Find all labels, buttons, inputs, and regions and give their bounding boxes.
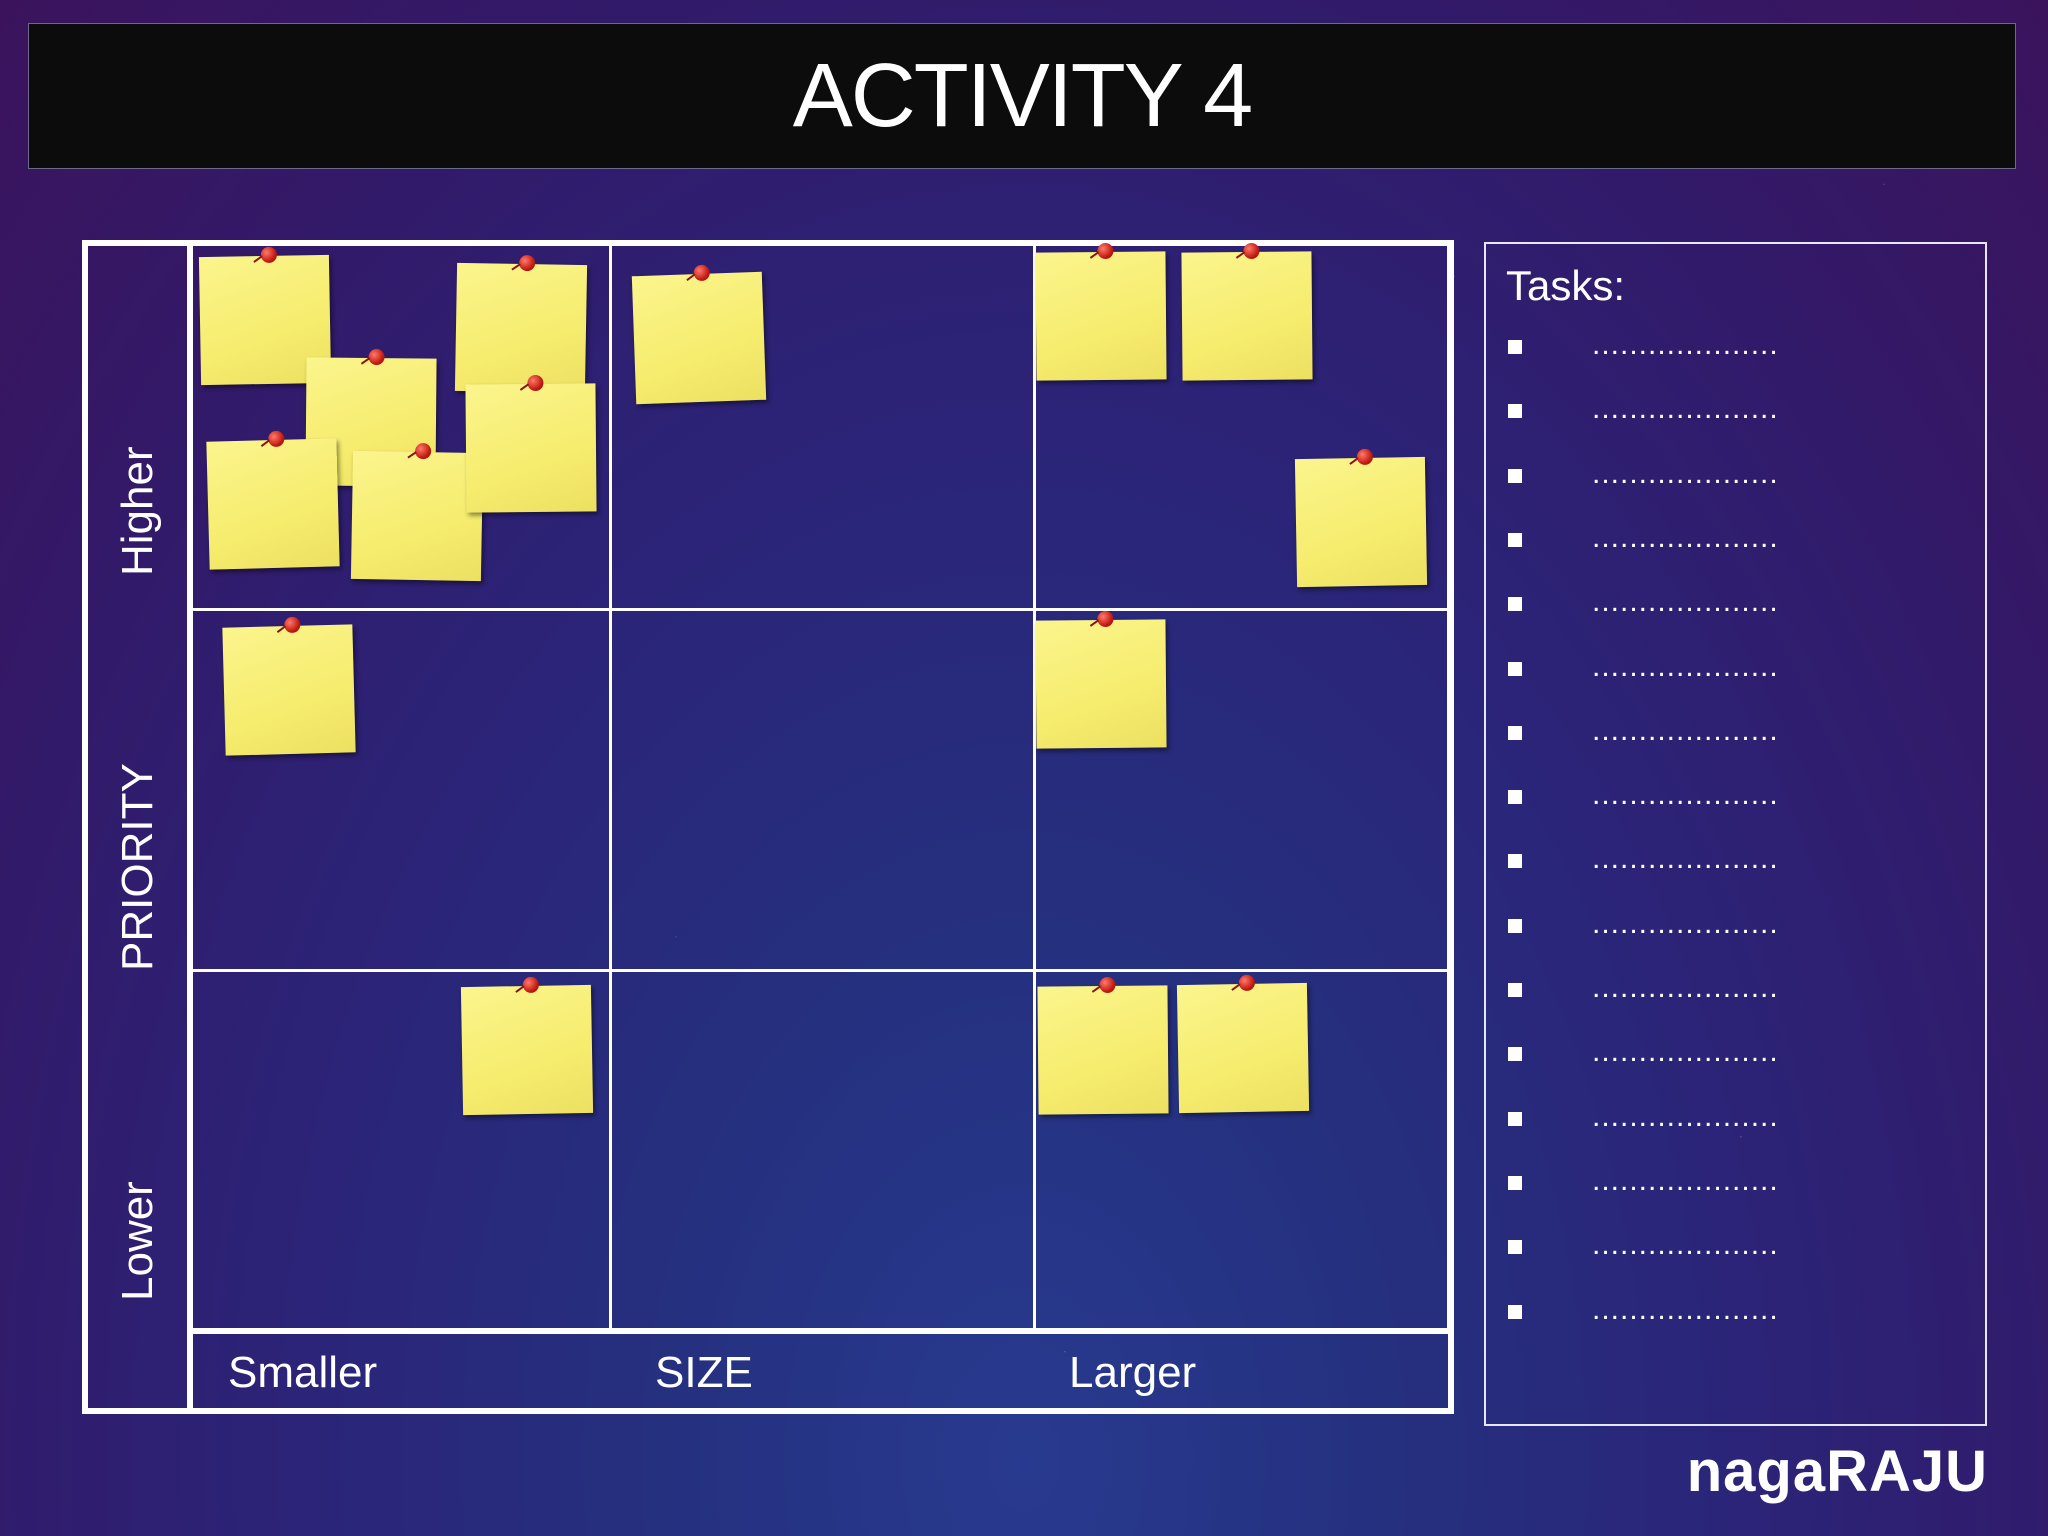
tasks-heading: Tasks: bbox=[1506, 262, 1626, 309]
bullet-icon bbox=[1508, 725, 1522, 740]
grid-vline-1 bbox=[609, 246, 612, 1332]
grid-hline-2 bbox=[193, 969, 1448, 972]
task-placeholder: .................... bbox=[1592, 971, 1779, 1004]
y-label-higher: Higher bbox=[113, 446, 162, 576]
task-item[interactable]: .................... bbox=[1508, 1035, 1968, 1075]
pushpin-icon bbox=[1099, 976, 1116, 994]
task-placeholder: .................... bbox=[1592, 520, 1779, 554]
pushpin-icon bbox=[527, 374, 544, 392]
task-item[interactable]: .................... bbox=[1508, 650, 1968, 690]
sticky-note[interactable] bbox=[222, 616, 356, 756]
priority-size-matrix: Higher PRIORITY Lower Smaller SIZE Large… bbox=[82, 240, 1454, 1414]
brand-logo: nagaRAJU bbox=[1686, 1439, 1988, 1504]
sticky-note[interactable] bbox=[1181, 242, 1313, 381]
pushpin-icon bbox=[268, 430, 285, 448]
task-item[interactable]: .................... bbox=[1508, 1164, 1968, 1204]
bullet-icon bbox=[1508, 404, 1522, 419]
pushpin-icon bbox=[414, 442, 432, 460]
bullet-icon bbox=[1508, 983, 1522, 997]
pushpin-icon bbox=[1356, 448, 1374, 466]
sticky-note[interactable] bbox=[460, 976, 594, 1116]
pushpin-icon bbox=[522, 976, 540, 994]
pushpin-icon bbox=[260, 246, 278, 264]
title-banner: ACTIVITY 4 bbox=[28, 23, 2016, 169]
task-placeholder: .................... bbox=[1592, 842, 1779, 876]
task-item[interactable]: .................... bbox=[1508, 521, 1968, 561]
bullet-icon bbox=[1508, 1047, 1522, 1062]
sticky-note[interactable] bbox=[454, 254, 588, 394]
grid-hline-1 bbox=[193, 608, 1448, 611]
task-placeholder: .................... bbox=[1592, 392, 1779, 426]
page-title: ACTIVITY 4 bbox=[792, 45, 1253, 146]
task-item[interactable]: .................... bbox=[1508, 457, 1968, 497]
sticky-note[interactable] bbox=[350, 442, 484, 582]
label-column-divider bbox=[187, 246, 193, 1408]
task-placeholder: .................... bbox=[1592, 906, 1779, 940]
sticky-note[interactable] bbox=[1176, 974, 1310, 1114]
sticky-note[interactable] bbox=[1294, 448, 1428, 588]
task-item[interactable]: .................... bbox=[1508, 392, 1968, 432]
task-placeholder: .................... bbox=[1592, 585, 1779, 619]
y-axis-title: PRIORITY bbox=[113, 763, 162, 971]
pushpin-icon bbox=[1097, 242, 1114, 260]
task-placeholder: .................... bbox=[1592, 778, 1779, 812]
task-placeholder: .................... bbox=[1592, 1163, 1779, 1197]
bullet-icon bbox=[1508, 854, 1522, 869]
x-label-larger: Larger bbox=[1069, 1348, 1197, 1397]
task-item[interactable]: .................... bbox=[1508, 907, 1968, 947]
task-item[interactable]: .................... bbox=[1508, 585, 1968, 625]
bullet-icon bbox=[1508, 1304, 1522, 1319]
pushpin-icon bbox=[1238, 974, 1256, 992]
x-label-smaller: Smaller bbox=[228, 1348, 378, 1397]
task-placeholder: .................... bbox=[1592, 328, 1779, 361]
sticky-note[interactable] bbox=[206, 430, 340, 570]
grid-hline-3 bbox=[193, 1328, 1448, 1334]
task-item[interactable]: .................... bbox=[1508, 971, 1968, 1011]
sticky-note[interactable] bbox=[465, 374, 597, 513]
task-placeholder: .................... bbox=[1592, 1292, 1779, 1326]
pushpin-icon bbox=[284, 616, 301, 634]
task-item[interactable]: .................... bbox=[1508, 778, 1968, 818]
bullet-icon bbox=[1508, 597, 1522, 612]
pushpin-icon bbox=[1243, 242, 1260, 260]
bullet-icon bbox=[1508, 1175, 1522, 1190]
pushpin-icon bbox=[1097, 610, 1114, 628]
y-label-lower: Lower bbox=[113, 1181, 162, 1301]
pushpin-icon bbox=[693, 264, 711, 282]
task-item[interactable]: .................... bbox=[1508, 842, 1968, 882]
x-axis-title: SIZE bbox=[655, 1348, 753, 1397]
bullet-icon bbox=[1508, 468, 1522, 483]
task-placeholder: .................... bbox=[1592, 1035, 1779, 1069]
sticky-note[interactable] bbox=[1035, 242, 1167, 381]
bullet-icon bbox=[1508, 790, 1522, 805]
task-item[interactable]: .................... bbox=[1508, 1293, 1968, 1333]
grid-vline-3 bbox=[1447, 246, 1450, 1332]
grid-vline-2 bbox=[1033, 246, 1036, 1332]
sticky-note[interactable] bbox=[631, 264, 767, 405]
task-placeholder: .................... bbox=[1592, 713, 1779, 747]
task-placeholder: .................... bbox=[1592, 649, 1779, 683]
pushpin-icon bbox=[518, 254, 536, 272]
task-item[interactable]: .................... bbox=[1508, 1228, 1968, 1268]
bullet-icon bbox=[1508, 532, 1522, 547]
sticky-note[interactable] bbox=[1035, 610, 1167, 749]
task-placeholder: .................... bbox=[1592, 456, 1779, 490]
task-item[interactable]: .................... bbox=[1508, 328, 1968, 368]
task-placeholder: .................... bbox=[1592, 1228, 1779, 1262]
pushpin-icon bbox=[368, 348, 385, 366]
task-item[interactable]: .................... bbox=[1508, 1100, 1968, 1140]
bullet-icon bbox=[1508, 918, 1522, 933]
tasks-panel: Tasks: .................................… bbox=[1484, 242, 1987, 1426]
sticky-note[interactable] bbox=[1037, 976, 1169, 1115]
bullet-icon bbox=[1508, 1111, 1522, 1126]
task-placeholder: .................... bbox=[1592, 1099, 1779, 1133]
bullet-icon bbox=[1508, 1240, 1522, 1255]
task-item[interactable]: .................... bbox=[1508, 714, 1968, 754]
bullet-icon bbox=[1508, 661, 1522, 676]
bullet-icon bbox=[1508, 340, 1522, 354]
